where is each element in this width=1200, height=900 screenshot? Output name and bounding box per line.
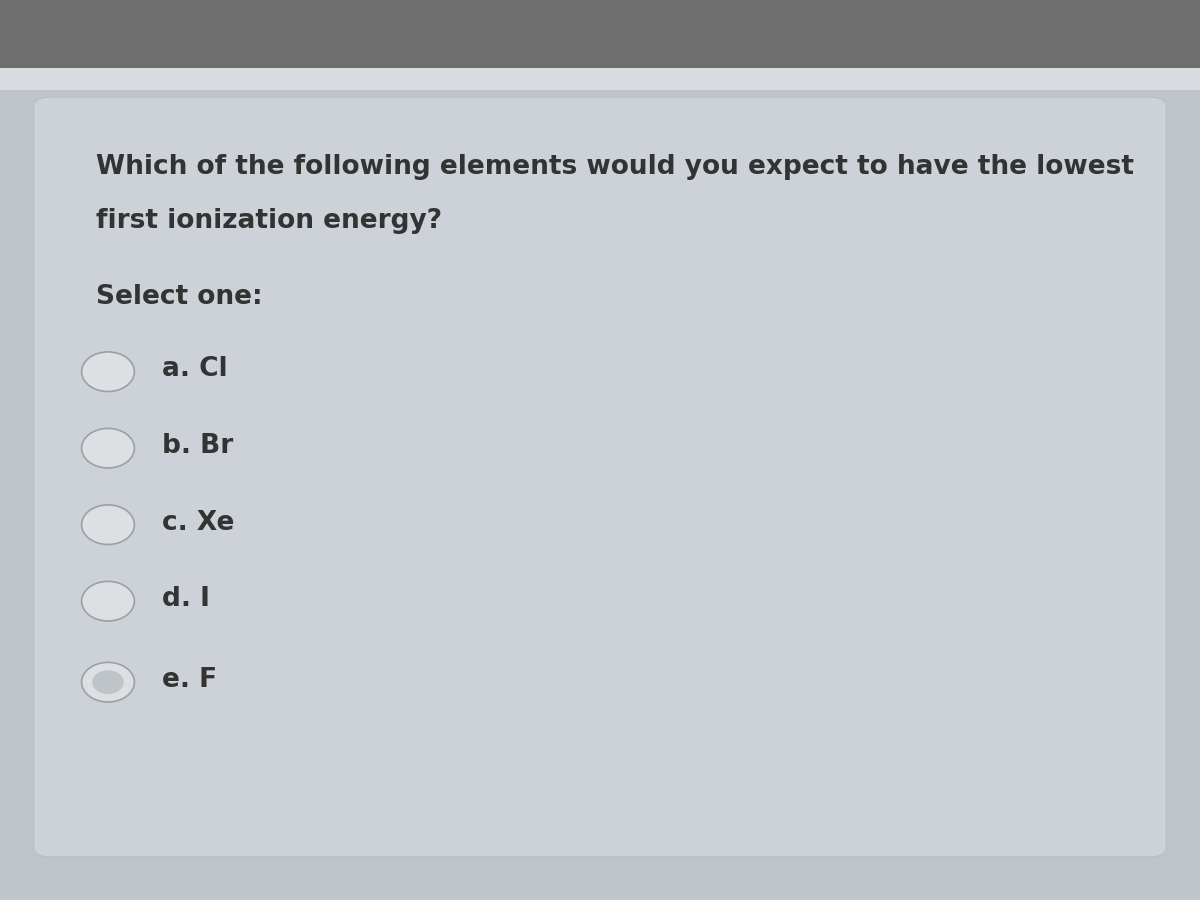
Circle shape [82,505,134,544]
Text: e. F: e. F [162,667,217,693]
Text: b. Br: b. Br [162,433,233,459]
Text: d. I: d. I [162,586,210,612]
FancyBboxPatch shape [0,68,1200,90]
Circle shape [82,352,134,392]
Text: a. Cl: a. Cl [162,356,228,382]
FancyBboxPatch shape [34,97,1166,857]
Text: Select one:: Select one: [96,284,263,310]
Circle shape [82,662,134,702]
Circle shape [82,428,134,468]
Circle shape [82,581,134,621]
Circle shape [92,670,124,694]
Text: c. Xe: c. Xe [162,509,234,536]
FancyBboxPatch shape [0,0,1200,68]
Text: first ionization energy?: first ionization energy? [96,208,442,234]
Text: Which of the following elements would you expect to have the lowest: Which of the following elements would yo… [96,154,1134,180]
